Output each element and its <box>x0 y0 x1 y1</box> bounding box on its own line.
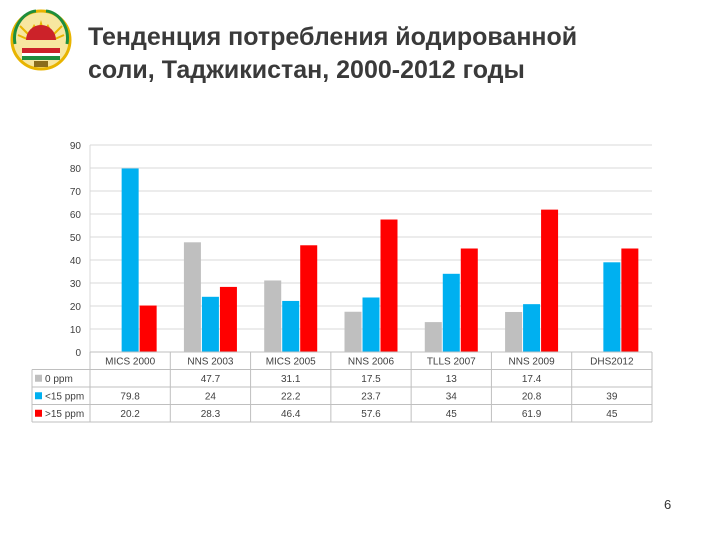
table-cell: 17.4 <box>522 374 542 385</box>
bar--15-ppm-3 <box>362 297 380 352</box>
y-tick-label: 40 <box>70 256 82 267</box>
table-cell: 20.8 <box>522 391 542 402</box>
slide-title-line-1: Тенденция потребления йодированной <box>88 23 578 51</box>
y-tick-label: 60 <box>70 210 82 221</box>
legend-swatch-2 <box>35 409 42 417</box>
legend-swatch-1 <box>35 392 42 400</box>
bar-0-ppm-5 <box>505 311 523 352</box>
bar--15-ppm-0 <box>139 305 157 352</box>
bar-0-ppm-3 <box>344 311 362 352</box>
table-cell: 57.6 <box>361 409 381 420</box>
table-cell: 28.3 <box>201 409 221 420</box>
y-tick-label: 10 <box>70 325 82 336</box>
y-tick-label: 50 <box>70 233 82 244</box>
bar--15-ppm-3 <box>380 219 398 352</box>
table-cell: 13 <box>446 374 458 385</box>
table-cell: 79.8 <box>120 391 140 402</box>
bar--15-ppm-6 <box>621 248 639 352</box>
y-tick-label: 80 <box>70 164 82 175</box>
page-number: 6 <box>664 497 672 512</box>
bar--15-ppm-2 <box>282 300 300 352</box>
x-category-label: TLLS 2007 <box>427 357 476 368</box>
national-emblem-icon <box>10 9 72 71</box>
slide-title-line-2: соли, Таджикистан, 2000-2012 годы <box>88 56 525 84</box>
table-cell: 45 <box>606 409 618 420</box>
legend-label-2: >15 ppm <box>45 409 84 420</box>
bar--15-ppm-4 <box>460 248 478 352</box>
bar--15-ppm-5 <box>541 209 559 352</box>
table-cell: 45 <box>446 409 458 420</box>
bar-0-ppm-4 <box>424 322 442 352</box>
x-category-label: MICS 2000 <box>105 357 155 368</box>
x-category-label: MICS 2005 <box>266 357 316 368</box>
bar--15-ppm-5 <box>523 304 541 352</box>
table-cell: 34 <box>446 391 458 402</box>
table-cell: 23.7 <box>361 391 381 402</box>
x-category-label: NNS 2003 <box>187 357 234 368</box>
bar--15-ppm-6 <box>603 262 621 352</box>
bar--15-ppm-4 <box>442 273 460 352</box>
table-cell: 20.2 <box>120 409 140 420</box>
legend-label-0: 0 ppm <box>45 374 73 385</box>
bar--15-ppm-0 <box>121 168 139 352</box>
bar-0-ppm-1 <box>183 242 201 352</box>
table-cell: 22.2 <box>281 391 301 402</box>
bar--15-ppm-2 <box>300 245 318 352</box>
x-category-label: DHS2012 <box>590 357 634 368</box>
table-cell: 31.1 <box>281 374 301 385</box>
y-tick-label: 20 <box>70 302 82 313</box>
bar--15-ppm-1 <box>201 296 219 352</box>
bar--15-ppm-1 <box>219 286 237 352</box>
table-cell: 61.9 <box>522 409 542 420</box>
y-tick-label: 30 <box>70 279 82 290</box>
table-cell: 24 <box>205 391 217 402</box>
table-cell: 46.4 <box>281 409 301 420</box>
legend-label-1: <15 ppm <box>45 391 84 402</box>
x-category-label: NNS 2006 <box>348 357 395 368</box>
legend-swatch-0 <box>35 374 42 382</box>
y-tick-label: 70 <box>70 187 82 198</box>
y-tick-label: 90 <box>70 141 82 152</box>
bar-0-ppm-2 <box>264 280 282 352</box>
table-cell: 47.7 <box>201 374 221 385</box>
x-category-label: NNS 2009 <box>509 357 556 368</box>
table-cell: 39 <box>606 391 618 402</box>
table-cell: 17.5 <box>361 374 381 385</box>
slide-title: Тенденция потребления йодированной соли,… <box>88 21 708 87</box>
y-tick-label: 0 <box>75 348 81 359</box>
